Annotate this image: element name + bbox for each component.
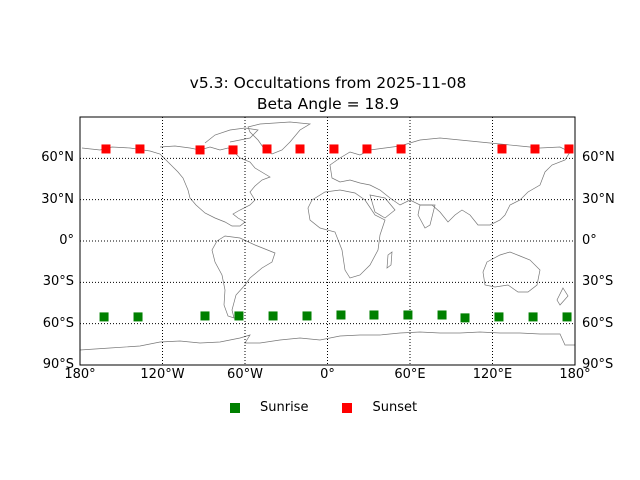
y-tick-label: 30°S (42, 274, 74, 290)
sunrise-marker (403, 310, 413, 320)
sunrise-marker (562, 312, 572, 322)
sunrise-marker (200, 311, 210, 321)
y-tick-label: 90°S (42, 357, 74, 372)
sunrise-marker (268, 311, 278, 321)
sunrise-marker (234, 311, 244, 321)
sunset-swatch (342, 402, 353, 413)
sunrise-marker (437, 310, 447, 320)
sunset-marker (195, 145, 205, 155)
sunset-marker (530, 144, 540, 154)
x-tick-label: 180° (559, 367, 591, 382)
map-frame (79, 116, 576, 366)
sunset-marker (564, 144, 574, 154)
x-tick-label: 120°E (472, 367, 513, 382)
sunrise-marker (99, 312, 109, 322)
sunset-marker (362, 144, 372, 154)
y-tick-label: 0° (59, 233, 74, 248)
sunrise-marker (369, 310, 379, 320)
sunrise-marker (528, 312, 538, 322)
sunrise-marker (133, 312, 143, 322)
sunrise-swatch (230, 402, 240, 413)
y-tick-label: 30°S (582, 274, 614, 290)
sunrise-marker (302, 311, 312, 321)
sunset-marker (135, 144, 145, 154)
sunrise-marker (494, 312, 504, 322)
x-tick-label: 120°W (140, 367, 185, 382)
y-tick-label: 60°S (42, 315, 74, 331)
y-tick-label: 0° (582, 233, 597, 248)
sunset-marker (228, 145, 238, 155)
x-tick-label: 60°E (394, 367, 426, 382)
x-tick-label: 180° (64, 367, 96, 382)
y-tick-label: 60°N (582, 150, 615, 166)
sunset-marker (295, 144, 305, 154)
coastlines (79, 121, 575, 351)
sunset-marker (101, 144, 111, 154)
y-tick-label: 30°N (582, 191, 615, 207)
legend-label-sunrise: Sunrise (260, 400, 309, 415)
y-tick-label: 30°N (41, 191, 74, 207)
sunrise-marker (336, 310, 346, 320)
legend-label-sunset: Sunset (372, 400, 418, 415)
x-tick-label: 0° (320, 367, 335, 382)
sunset-marker (396, 144, 406, 154)
y-tick-label: 60°S (582, 315, 614, 331)
sunset-marker (329, 144, 339, 154)
sunset-marker (262, 144, 272, 154)
chart-subtitle: Beta Angle = 18.9 (256, 95, 400, 113)
y-tick-label: 90°S (582, 357, 614, 372)
graticule (80, 117, 575, 365)
sunset-marker (497, 144, 507, 154)
occultation-markers (99, 144, 574, 323)
sunrise-marker (460, 313, 470, 323)
chart-title: v5.3: Occultations from 2025-11-08 (189, 74, 467, 92)
x-tick-label: 60°W (227, 367, 263, 382)
y-tick-label: 60°N (41, 150, 74, 166)
legend: Sunrise Sunset (230, 400, 451, 415)
